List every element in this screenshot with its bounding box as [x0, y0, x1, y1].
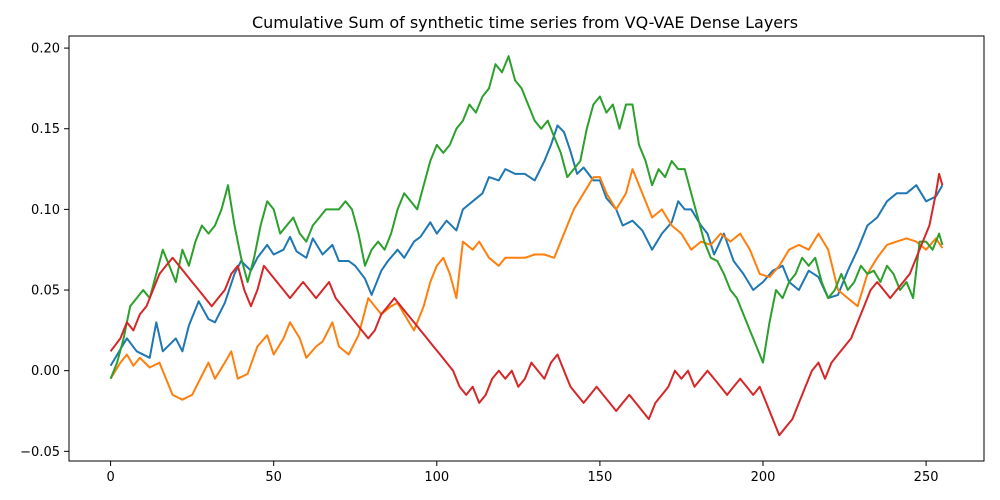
series-line-1: [109, 124, 944, 367]
y-tick-label: 0.05: [31, 284, 60, 299]
x-tick-label: 150: [587, 470, 612, 485]
y-tick-label: 0.15: [31, 122, 60, 137]
tick-layer: 0 50 100 150 200 250 −0.05 0.00 0.05 0.10 0.15 0.20: [20, 42, 938, 485]
y-tick-label: 0.10: [31, 203, 60, 218]
series-layer: [109, 55, 944, 437]
x-tick-label: 50: [265, 470, 282, 485]
x-tick-label: 100: [424, 470, 449, 485]
y-tick-label: 0.20: [31, 42, 60, 57]
series-line-4: [109, 172, 944, 437]
x-tick-label: 250: [914, 470, 939, 485]
x-tick-label: 0: [106, 470, 114, 485]
series-line-2: [109, 168, 944, 401]
chart-title: Cumulative Sum of synthetic time series …: [252, 13, 798, 32]
x-tick-label: 200: [751, 470, 776, 485]
series-line-3: [109, 55, 944, 380]
y-tick-label: 0.00: [31, 364, 60, 379]
y-tick-label: −0.05: [20, 445, 60, 460]
plot-frame: [68, 35, 985, 462]
